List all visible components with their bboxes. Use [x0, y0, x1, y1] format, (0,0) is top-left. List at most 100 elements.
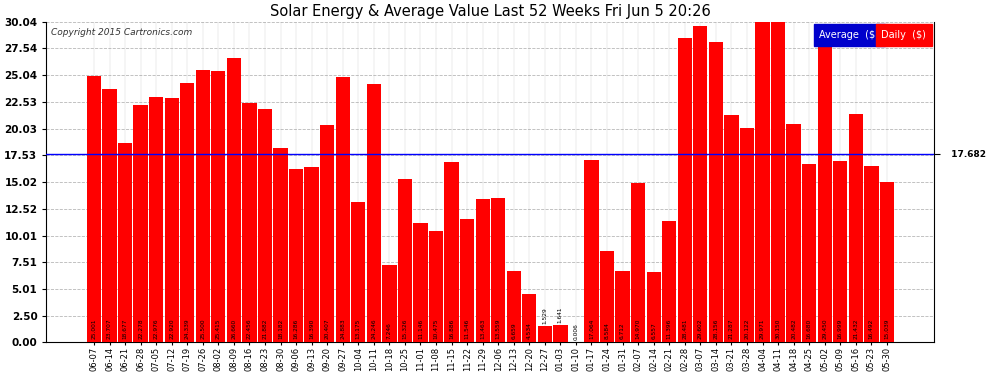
- Text: 4.534: 4.534: [527, 322, 532, 339]
- Text: 29.602: 29.602: [698, 319, 703, 339]
- Text: 25.415: 25.415: [216, 319, 221, 339]
- Bar: [709, 42, 723, 342]
- Bar: [320, 124, 335, 342]
- Bar: [677, 38, 692, 342]
- Text: 29.971: 29.971: [760, 319, 765, 339]
- Bar: [305, 168, 319, 342]
- Text: 6.712: 6.712: [620, 322, 625, 339]
- Text: 16.680: 16.680: [807, 319, 812, 339]
- Text: 22.278: 22.278: [138, 319, 144, 339]
- Bar: [740, 128, 754, 342]
- Text: 20.482: 20.482: [791, 319, 796, 339]
- Bar: [616, 271, 630, 342]
- Bar: [273, 148, 288, 342]
- Legend: Average  ($), Daily  ($): Average ($), Daily ($): [816, 27, 930, 44]
- Bar: [584, 160, 599, 342]
- Bar: [180, 82, 194, 342]
- Bar: [445, 162, 458, 342]
- Text: 29.450: 29.450: [823, 319, 828, 339]
- Bar: [802, 164, 817, 342]
- Bar: [491, 198, 505, 342]
- Text: 15.326: 15.326: [402, 319, 408, 339]
- Text: 30.150: 30.150: [775, 319, 780, 339]
- Text: 24.246: 24.246: [371, 319, 376, 339]
- Text: 1.529: 1.529: [543, 307, 547, 324]
- Title: Solar Energy & Average Value Last 52 Weeks Fri Jun 5 20:26: Solar Energy & Average Value Last 52 Wee…: [270, 4, 711, 19]
- Text: 21.287: 21.287: [729, 319, 734, 339]
- Text: 18.677: 18.677: [123, 319, 128, 339]
- Bar: [102, 89, 117, 342]
- Text: 10.475: 10.475: [434, 319, 439, 339]
- Bar: [211, 71, 226, 342]
- Text: 22.920: 22.920: [169, 319, 174, 339]
- Text: 15.039: 15.039: [884, 319, 889, 339]
- Text: 22.456: 22.456: [247, 319, 251, 339]
- Bar: [475, 199, 490, 342]
- Bar: [429, 231, 444, 342]
- Text: 6.659: 6.659: [511, 322, 516, 339]
- Bar: [118, 143, 133, 342]
- Bar: [662, 221, 676, 342]
- Bar: [289, 168, 303, 342]
- Text: 16.390: 16.390: [309, 319, 314, 339]
- Bar: [398, 179, 412, 342]
- Bar: [693, 26, 708, 342]
- Text: 28.156: 28.156: [714, 319, 719, 339]
- Text: 25.500: 25.500: [200, 319, 205, 339]
- Text: 11.546: 11.546: [464, 319, 469, 339]
- Bar: [755, 22, 769, 342]
- Text: 17.064: 17.064: [589, 319, 594, 339]
- Bar: [351, 202, 365, 342]
- Bar: [460, 219, 474, 342]
- Bar: [818, 28, 832, 342]
- Text: 21.432: 21.432: [853, 319, 858, 339]
- Text: 7.246: 7.246: [387, 322, 392, 339]
- Text: 22.976: 22.976: [153, 319, 158, 339]
- Text: 20.122: 20.122: [744, 319, 749, 339]
- Bar: [538, 326, 552, 342]
- Bar: [164, 98, 179, 342]
- Bar: [87, 75, 101, 342]
- Bar: [134, 105, 148, 342]
- Text: 13.559: 13.559: [496, 319, 501, 339]
- Bar: [413, 224, 428, 342]
- Bar: [834, 161, 847, 342]
- Text: 28.481: 28.481: [682, 319, 687, 339]
- Text: 18.182: 18.182: [278, 319, 283, 339]
- Text: 11.396: 11.396: [666, 319, 672, 339]
- Bar: [848, 114, 863, 342]
- Text: 16.999: 16.999: [838, 319, 842, 339]
- Bar: [336, 77, 349, 342]
- Text: 11.146: 11.146: [418, 319, 423, 339]
- Text: Copyright 2015 Cartronics.com: Copyright 2015 Cartronics.com: [50, 28, 192, 37]
- Text: 1.641: 1.641: [558, 306, 563, 323]
- Text: 16.286: 16.286: [294, 319, 299, 339]
- Text: 13.463: 13.463: [480, 319, 485, 339]
- Text: 25.001: 25.001: [91, 319, 96, 339]
- Bar: [725, 115, 739, 342]
- Text: 16.492: 16.492: [869, 319, 874, 339]
- Text: 13.175: 13.175: [355, 319, 360, 339]
- Text: 26.660: 26.660: [232, 319, 237, 339]
- Bar: [771, 21, 785, 342]
- Bar: [631, 183, 645, 342]
- Bar: [243, 103, 256, 342]
- Text: 21.882: 21.882: [262, 319, 267, 339]
- Bar: [196, 70, 210, 342]
- Bar: [149, 97, 163, 342]
- Text: 0.006: 0.006: [573, 324, 578, 340]
- Text: 24.339: 24.339: [185, 319, 190, 339]
- Bar: [786, 124, 801, 342]
- Text: 20.407: 20.407: [325, 319, 330, 339]
- Bar: [646, 272, 661, 342]
- Text: 6.557: 6.557: [651, 322, 656, 339]
- Bar: [553, 325, 567, 342]
- Bar: [382, 265, 397, 342]
- Bar: [366, 84, 381, 342]
- Text: 24.883: 24.883: [341, 319, 346, 339]
- Text: 16.886: 16.886: [449, 319, 454, 339]
- Text: 8.584: 8.584: [605, 322, 610, 339]
- Bar: [227, 58, 241, 342]
- Bar: [880, 182, 894, 342]
- Bar: [864, 166, 878, 342]
